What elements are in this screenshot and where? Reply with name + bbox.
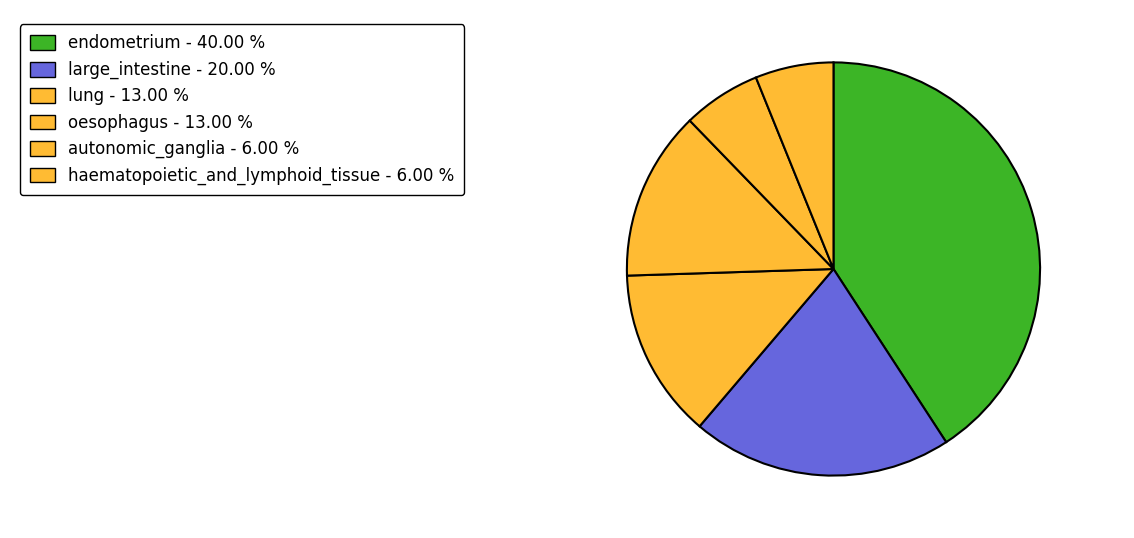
Wedge shape [756,62,833,269]
Wedge shape [700,269,946,476]
Wedge shape [627,269,833,426]
Legend: endometrium - 40.00 %, large_intestine - 20.00 %, lung - 13.00 %, oesophagus - 1: endometrium - 40.00 %, large_intestine -… [19,24,464,195]
Wedge shape [627,121,833,275]
Wedge shape [833,62,1040,442]
Wedge shape [689,77,833,269]
